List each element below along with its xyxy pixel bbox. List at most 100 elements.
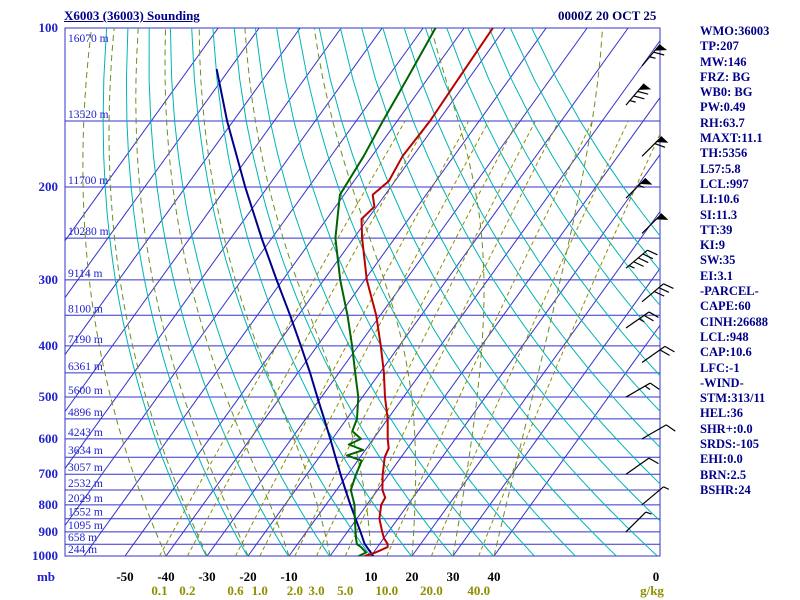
- pressure-tick-label: 900: [39, 524, 59, 539]
- wind-barb: [625, 249, 658, 269]
- chart-title: X6003 (36003) Sounding: [64, 8, 200, 23]
- stats-line: CAP:10.6: [700, 345, 752, 360]
- height-label: 3057 m: [68, 462, 103, 474]
- height-label: 244 m: [68, 544, 97, 556]
- wind-barb: [641, 136, 669, 157]
- height-label: 2029 m: [68, 493, 103, 505]
- temp-tick-label: -50: [116, 569, 133, 584]
- height-label: 3634 m: [68, 445, 103, 457]
- wind-barb: [641, 486, 670, 506]
- height-label: 1552 m: [68, 507, 103, 519]
- stats-line: CINH:26688: [700, 314, 769, 329]
- moist-adiabats: [82, 28, 603, 556]
- stats-line: FRZ: BG: [700, 69, 751, 84]
- stats-line: BSHR:24: [700, 482, 751, 497]
- pressure-tick-label: 500: [39, 389, 59, 404]
- stats-line: SW:35: [700, 253, 736, 268]
- temp-right-zero-label: 0: [653, 569, 660, 584]
- stats-line: KI:9: [700, 238, 725, 253]
- stats-line: TH:5356: [700, 146, 748, 161]
- mixing-ratio-tick-label: 2.0: [287, 583, 303, 598]
- height-label: 658 m: [68, 532, 97, 544]
- pressure-tick-label: 800: [39, 497, 59, 512]
- temp-tick-label: -30: [198, 569, 215, 584]
- pressure-tick-label: 400: [39, 338, 59, 353]
- stats-line: MAXT:11.1: [700, 131, 763, 146]
- isobar-grid: [65, 28, 660, 556]
- wind-barb: [625, 83, 652, 106]
- plot-border: [64, 27, 661, 557]
- mixing-ratio-tick-label: 40.0: [467, 583, 490, 598]
- height-label: 2532 m: [68, 478, 103, 490]
- parcel-trace: [215, 68, 375, 556]
- pressure-tick-label: 1000: [32, 548, 58, 563]
- wind-barb: [641, 424, 676, 440]
- stats-line: RH:63.7: [700, 115, 745, 130]
- pressure-unit-label: mb: [37, 569, 55, 584]
- stats-line: -WIND-: [700, 375, 744, 390]
- height-label: 11700 m: [68, 175, 108, 187]
- isotherm-grid: [65, 28, 660, 556]
- stats-line: EI:3.1: [700, 268, 733, 283]
- height-label: 8100 m: [68, 303, 103, 315]
- mixing-ratio-tick-label: 10.0: [375, 583, 398, 598]
- height-label: 6361 m: [68, 361, 103, 373]
- stats-line: TP:207: [700, 39, 739, 54]
- temp-tick-label: 10: [365, 569, 378, 584]
- stats-line: MW:146: [700, 54, 747, 69]
- stats-line: SI:11.3: [700, 207, 738, 222]
- mixing-ratio-tick-label: 5.0: [337, 583, 353, 598]
- pressure-tick-label: 600: [39, 431, 59, 446]
- height-label: 10280 m: [68, 226, 109, 238]
- mixing-ratio-tick-label: 1.0: [252, 583, 268, 598]
- stats-line: SRDS:-105: [700, 437, 760, 452]
- height-label: 13520 m: [68, 109, 109, 121]
- wind-barb: [641, 44, 668, 67]
- height-label: 1095 m: [68, 520, 103, 532]
- stats-panel: WMO:36003 TP:207 MW:146 FRZ: BG WB0: BG PW:0.…: [700, 24, 798, 498]
- wind-barb: [641, 345, 675, 363]
- wind-barb: [625, 382, 660, 398]
- pressure-tick-label: 300: [39, 272, 59, 287]
- stats-line: CAPE:60: [700, 299, 751, 314]
- wind-barb: [625, 311, 659, 329]
- stats-line: HEL:36: [700, 406, 744, 421]
- wind-barb: [625, 457, 659, 475]
- temp-tick-label: 40: [488, 569, 501, 584]
- temp-tick-label: -20: [239, 569, 256, 584]
- stats-line: WMO:36003: [700, 24, 770, 38]
- wind-barb: [625, 511, 652, 533]
- mixing-ratio-tick-label: 0.1: [151, 583, 167, 598]
- temp-tick-label: 30: [447, 569, 460, 584]
- stats-line: LFC:-1: [700, 360, 740, 375]
- stats-line: SHR+:0.0: [700, 421, 753, 436]
- mixing-ratio-tick-label: 3.0: [308, 583, 324, 598]
- mixing-ratio-lines: [159, 120, 660, 556]
- temp-tick-label: -40: [157, 569, 174, 584]
- height-label: 4243 m: [68, 427, 103, 439]
- stats-line: WB0: BG: [700, 85, 753, 100]
- temp-tick-label: 20: [406, 569, 419, 584]
- height-label: 16070 m: [68, 33, 109, 45]
- dry-adiabats: [102, 28, 660, 556]
- stats-line: PW:0.49: [700, 100, 746, 115]
- mixing-ratio-unit-label: g/kg: [640, 583, 664, 598]
- wind-barb: [641, 283, 674, 303]
- stats-line: LI:10.6: [700, 192, 740, 207]
- wind-barb: [625, 177, 653, 199]
- mixing-ratio-tick-label: 0.2: [179, 583, 195, 598]
- pressure-tick-label: 700: [39, 466, 59, 481]
- valid-time-label: 0000Z 20 OCT 25: [558, 8, 657, 23]
- pressure-tick-label: 200: [39, 179, 59, 194]
- height-label: 5600 m: [68, 385, 103, 397]
- temperature-trace: [360, 28, 494, 556]
- temp-tick-label: -10: [280, 569, 297, 584]
- height-label: 4896 m: [68, 407, 103, 419]
- stats-line: -PARCEL-: [700, 284, 759, 299]
- wind-barb-column: [625, 44, 676, 533]
- height-label: 7190 m: [68, 334, 103, 346]
- stats-line: TT:39: [700, 222, 733, 237]
- mixing-ratio-tick-label: 0.6: [227, 583, 244, 598]
